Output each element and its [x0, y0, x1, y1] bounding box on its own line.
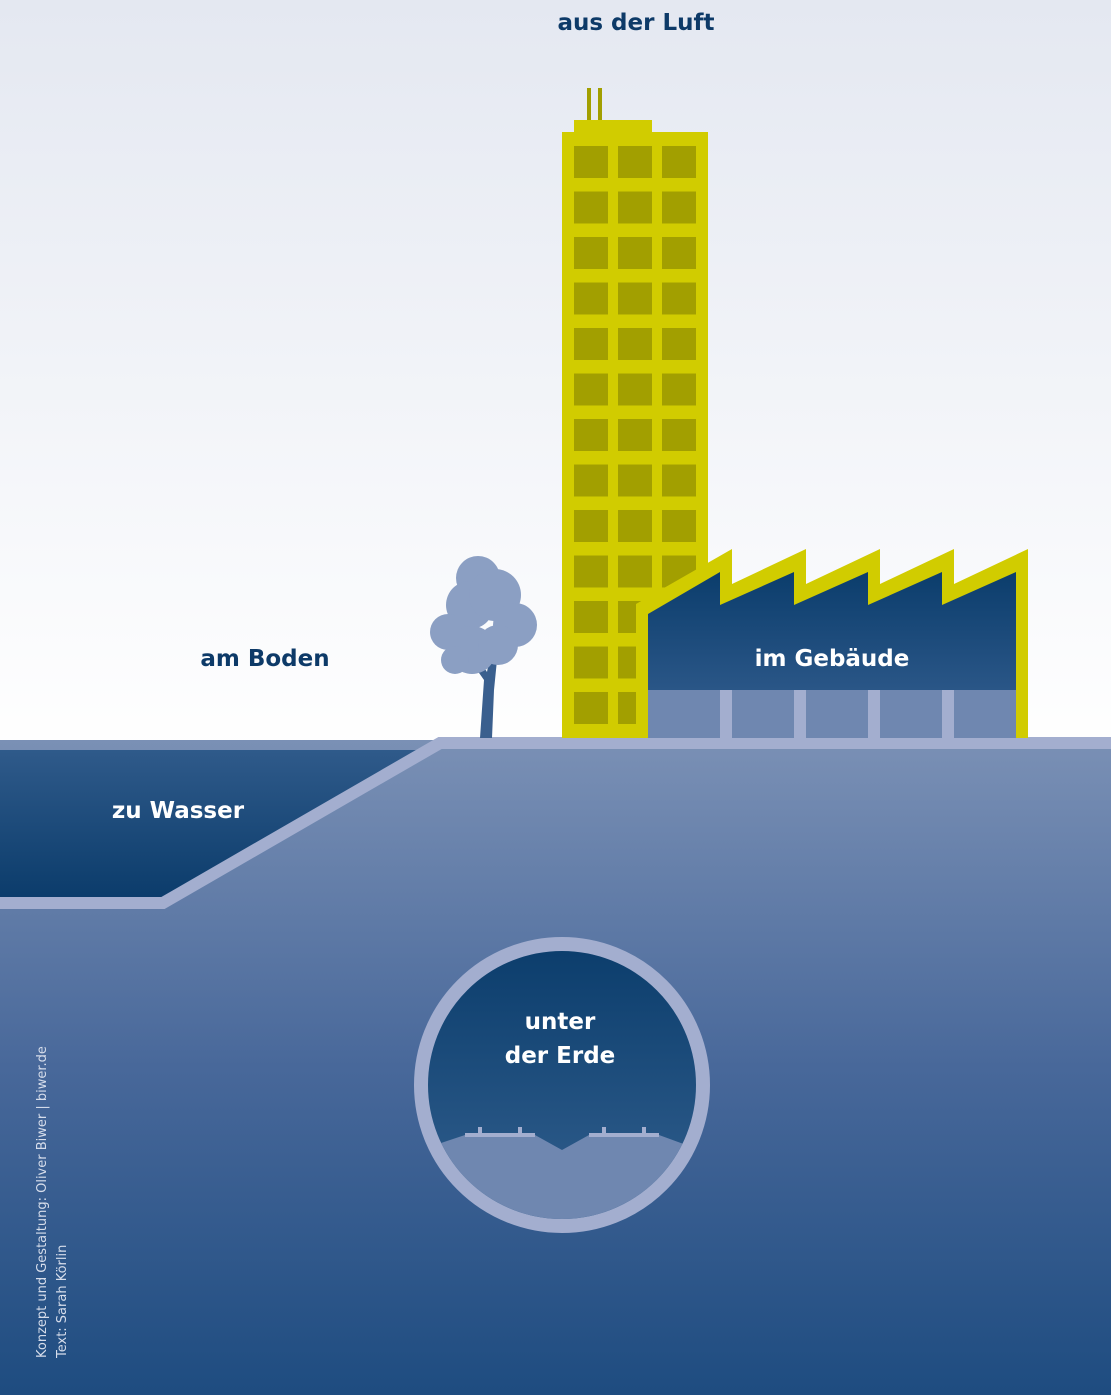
label-air: aus der Luft	[557, 10, 714, 36]
water	[0, 750, 420, 903]
window	[662, 237, 696, 269]
window	[618, 555, 652, 588]
window	[662, 282, 696, 315]
window	[662, 191, 696, 224]
factory	[636, 549, 1028, 738]
window	[574, 373, 608, 406]
window	[662, 419, 696, 451]
window	[662, 510, 696, 542]
credit: Text: Sarah Körlin	[55, 1245, 70, 1359]
label-water: zu Wasser	[112, 798, 245, 824]
window	[618, 146, 652, 178]
tree	[430, 556, 537, 738]
window	[574, 191, 608, 224]
label-underground: unter	[525, 1009, 596, 1035]
window	[574, 692, 608, 724]
window	[662, 373, 696, 406]
window	[662, 464, 696, 497]
window	[618, 282, 652, 315]
window	[574, 464, 608, 497]
window	[662, 146, 696, 178]
label-building: im Gebäude	[755, 646, 910, 672]
window	[662, 328, 696, 360]
window	[574, 328, 608, 360]
window	[618, 510, 652, 542]
window	[574, 601, 608, 633]
label-underground: der Erde	[505, 1043, 616, 1069]
window	[574, 146, 608, 178]
credit: Konzept und Gestaltung: Oliver Biwer | b…	[35, 1046, 50, 1358]
window	[574, 419, 608, 451]
window	[618, 419, 652, 451]
window	[618, 373, 652, 406]
window	[574, 555, 608, 588]
window	[618, 464, 652, 497]
window	[574, 282, 608, 315]
tunnel	[414, 937, 710, 1233]
window	[618, 191, 652, 224]
label-ground: am Boden	[200, 646, 329, 672]
window	[574, 646, 608, 679]
ground-line	[0, 737, 1111, 909]
window	[618, 237, 652, 269]
window	[574, 237, 608, 269]
window	[574, 510, 608, 542]
window	[618, 328, 652, 360]
